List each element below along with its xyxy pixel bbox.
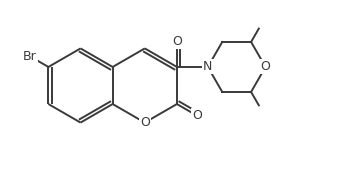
Text: N: N: [203, 61, 212, 74]
Text: O: O: [261, 61, 270, 74]
Text: N: N: [203, 61, 212, 74]
Text: O: O: [193, 109, 202, 122]
Text: O: O: [140, 116, 150, 129]
Text: O: O: [172, 35, 182, 48]
Text: Br: Br: [23, 50, 37, 63]
